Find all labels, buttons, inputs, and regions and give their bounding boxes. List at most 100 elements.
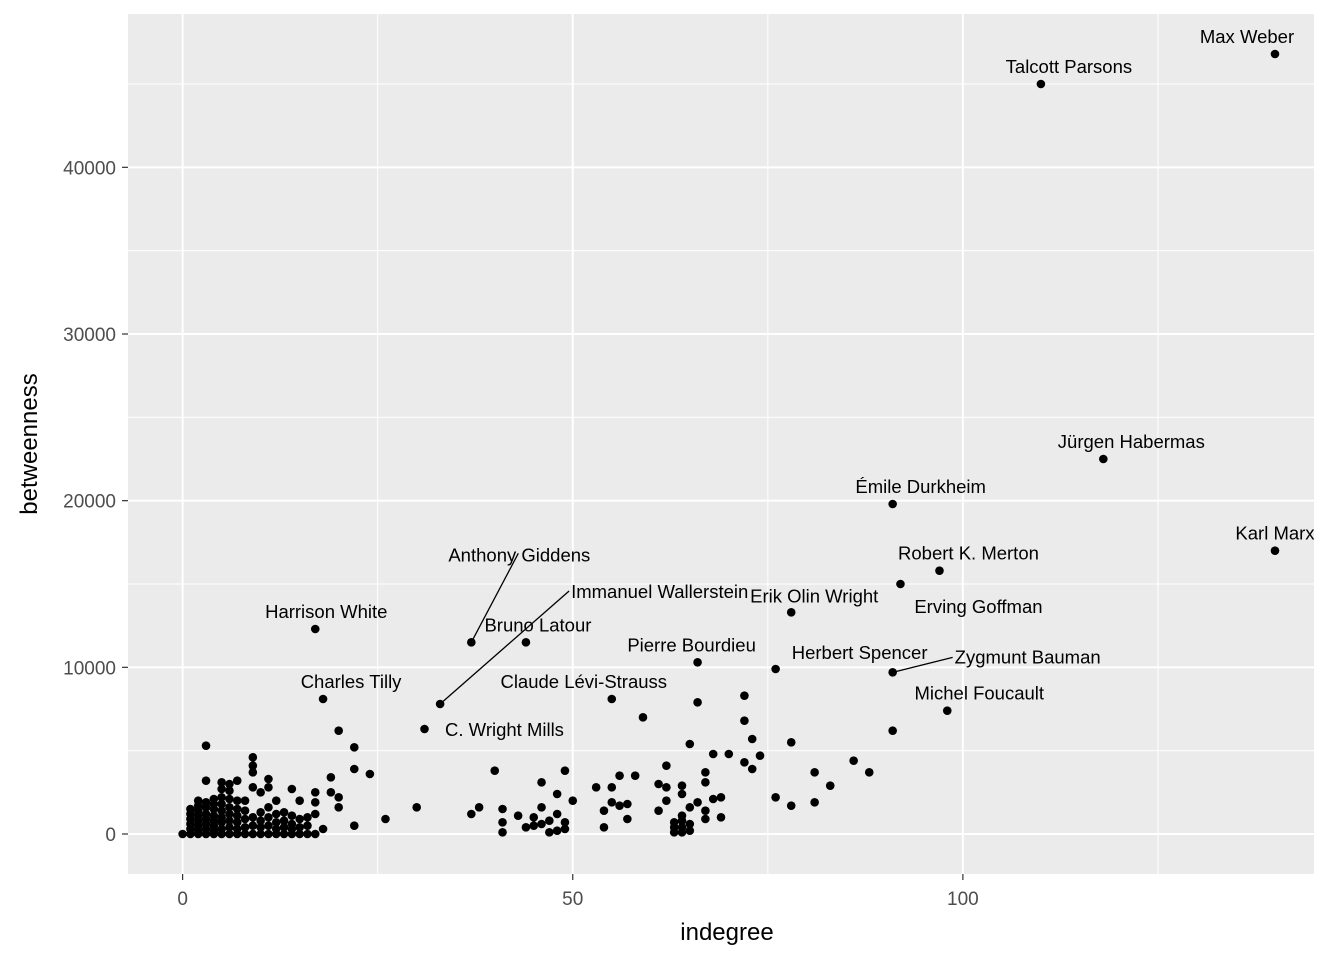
data-point	[677, 823, 687, 832]
point-label: Claude Lévi-Strauss	[500, 671, 667, 692]
data-point	[248, 761, 258, 770]
data-point	[568, 796, 578, 805]
data-point	[310, 829, 320, 839]
data-point	[599, 806, 609, 815]
label-leader-line	[892, 656, 953, 673]
point-label: Immanuel Wallerstein	[571, 581, 748, 602]
data-point	[334, 803, 343, 812]
data-point	[232, 804, 242, 814]
data-point	[271, 818, 281, 827]
axis-tick-labels: 0 50 100 0 10000 20000 30000 40000	[63, 158, 979, 910]
data-point	[201, 798, 211, 807]
data-point	[295, 796, 304, 805]
data-point	[623, 799, 632, 809]
point-label: Erving Goffman	[914, 596, 1042, 617]
point-label: Karl Marx	[1235, 523, 1315, 544]
data-point	[217, 793, 226, 802]
data-point	[786, 801, 796, 810]
data-point	[560, 818, 570, 827]
data-point	[178, 829, 187, 839]
data-point	[271, 796, 281, 805]
data-point	[638, 713, 648, 722]
data-point	[529, 813, 539, 822]
data-point	[225, 794, 234, 804]
data-point	[264, 774, 273, 784]
data-point	[740, 716, 749, 725]
data-point	[349, 764, 359, 774]
data-point	[537, 819, 546, 829]
data-point	[201, 776, 211, 785]
data-point	[537, 778, 546, 787]
x-tick-label: 0	[177, 889, 188, 910]
data-point	[279, 829, 289, 839]
data-point	[248, 813, 258, 822]
data-point	[755, 751, 765, 760]
data-point	[825, 781, 835, 790]
data-point	[513, 811, 523, 820]
point-label: Pierre Bourdieu	[627, 634, 756, 655]
data-point	[685, 826, 695, 835]
data-point	[607, 783, 617, 792]
data-point	[232, 796, 242, 805]
data-point	[303, 813, 312, 822]
y-tick-label: 30000	[63, 325, 116, 346]
data-point	[810, 798, 819, 807]
point-label: Anthony Giddens	[448, 544, 590, 565]
y-tick-label: 0	[105, 825, 116, 846]
data-point	[232, 776, 242, 785]
labeled-data-point	[888, 499, 897, 509]
data-point	[521, 823, 531, 832]
data-point	[225, 823, 234, 832]
data-point	[287, 784, 297, 794]
data-point	[662, 761, 671, 770]
labeled-data-point	[1099, 454, 1108, 464]
data-point	[560, 824, 570, 834]
data-point	[467, 809, 476, 819]
label-leader-line	[439, 590, 570, 705]
data-point	[498, 828, 507, 837]
data-point	[701, 768, 710, 777]
labeled-data-point	[1270, 49, 1280, 59]
data-point	[498, 804, 507, 814]
data-point	[591, 783, 601, 792]
y-tick-label: 20000	[63, 492, 116, 513]
data-points	[178, 49, 1280, 839]
data-point	[615, 801, 624, 810]
data-point	[256, 808, 265, 817]
data-point	[326, 773, 336, 782]
data-point	[232, 824, 242, 834]
data-point	[201, 809, 211, 819]
labeled-data-point	[318, 694, 328, 704]
point-label: Zygmunt Bauman	[955, 646, 1101, 667]
data-point	[279, 808, 289, 817]
labeled-data-point	[888, 668, 897, 677]
point-label: Émile Durkheim	[855, 476, 986, 497]
data-point	[225, 803, 234, 812]
data-point	[310, 809, 320, 819]
data-point	[295, 814, 304, 824]
data-point	[607, 798, 617, 807]
data-point	[318, 824, 328, 834]
grid-minor	[128, 14, 1314, 874]
data-point	[552, 809, 562, 819]
data-point	[654, 779, 663, 789]
data-point	[708, 794, 718, 804]
data-point	[599, 823, 609, 832]
data-point	[545, 816, 554, 825]
data-point	[537, 803, 546, 812]
labeled-data-point	[310, 624, 320, 634]
data-point	[303, 821, 312, 830]
data-point	[888, 726, 897, 735]
data-point	[264, 813, 273, 822]
data-point	[685, 803, 695, 812]
data-point	[552, 826, 562, 835]
data-point	[560, 766, 570, 775]
data-point	[701, 778, 710, 787]
point-label: Michel Foucault	[914, 683, 1044, 704]
data-point	[334, 793, 343, 802]
data-point	[271, 824, 281, 834]
data-point	[693, 698, 702, 707]
data-point	[225, 829, 234, 839]
data-point	[708, 749, 718, 759]
data-point	[716, 813, 726, 822]
